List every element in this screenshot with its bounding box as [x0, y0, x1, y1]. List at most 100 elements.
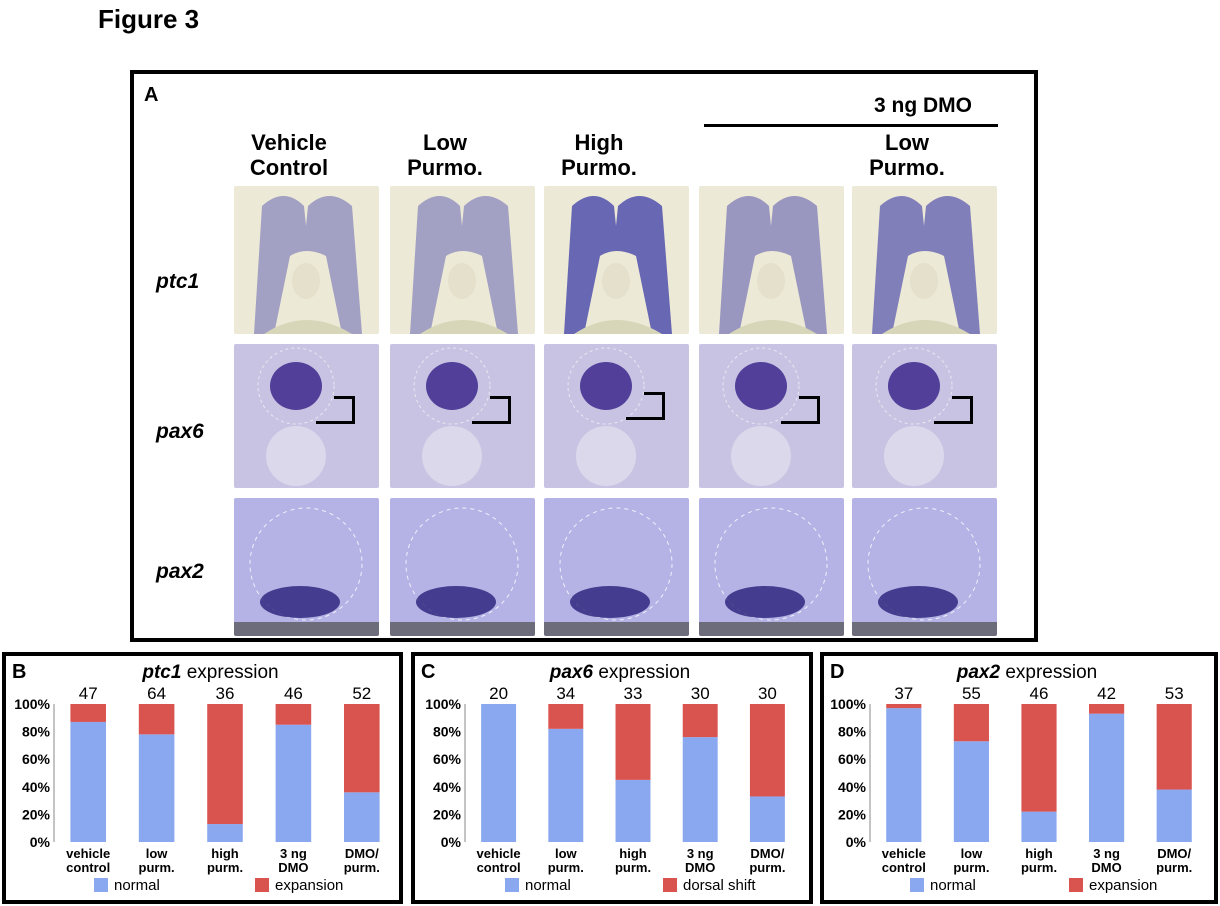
x-tick-label: purm.	[749, 860, 785, 875]
bar-segment	[275, 704, 312, 725]
bar-segment	[615, 704, 651, 780]
bar-segment	[1021, 704, 1057, 812]
bracket-marker	[472, 396, 511, 424]
count-label: 30	[691, 684, 710, 703]
x-tick-label: control	[66, 860, 110, 875]
bar-segment	[275, 724, 312, 842]
y-tick-label: 20%	[838, 806, 867, 822]
count-label: 52	[352, 684, 371, 703]
bar-segment	[207, 824, 243, 842]
column-header-vehicle: Vehicle Control	[249, 130, 329, 180]
bar-segment	[138, 734, 175, 842]
bar-segment	[682, 737, 718, 842]
count-label: 30	[758, 684, 777, 703]
x-tick-label: vehicle	[882, 846, 926, 861]
x-tick-label: DMO	[1091, 860, 1121, 875]
pax2-micrograph	[234, 498, 379, 636]
y-tick-label: 60%	[838, 751, 867, 767]
bar-segment	[886, 704, 922, 709]
bracket-marker	[626, 392, 665, 420]
count-label: 34	[556, 684, 575, 703]
legend-swatch	[910, 878, 924, 892]
ptc1-micrograph	[390, 186, 535, 334]
bar-segment	[70, 704, 106, 722]
chart-title: pax6 expression	[549, 662, 690, 683]
bar-segment	[1089, 704, 1125, 714]
y-tick-label: 60%	[22, 751, 51, 767]
x-tick-label: DMO/	[345, 846, 379, 861]
column-header-low: Low Purmo.	[407, 130, 483, 180]
x-tick-label: purm.	[1156, 860, 1192, 875]
count-label: 33	[624, 684, 643, 703]
column-header-high: High Purmo.	[561, 130, 637, 180]
ptc1-micrograph	[234, 186, 379, 334]
x-tick-label: high	[1025, 846, 1052, 861]
y-tick-label: 80%	[22, 724, 51, 740]
x-tick-label: control	[882, 860, 926, 875]
x-tick-label: DMO/	[750, 846, 784, 861]
count-label: 37	[894, 684, 913, 703]
count-label: 47	[79, 684, 98, 703]
x-tick-label: high	[619, 846, 646, 861]
column-header-dmo-low: Low Purmo.	[869, 130, 945, 180]
dmo-group-line	[704, 124, 998, 127]
pax2-micrograph	[852, 498, 997, 636]
bar-segment	[1089, 713, 1125, 842]
y-tick-label: 100%	[14, 696, 50, 712]
pax6-micrograph	[852, 344, 997, 488]
row-label-ptc1: ptc1	[156, 270, 200, 293]
legend-label: normal	[525, 877, 571, 894]
panel-letter-a: A	[144, 84, 159, 106]
x-tick-label: DMO/	[1157, 846, 1191, 861]
x-tick-label: high	[211, 846, 238, 861]
chart-title: pax2 expression	[956, 662, 1097, 683]
x-tick-label: vehicle	[66, 846, 110, 861]
count-label: 20	[489, 684, 508, 703]
pax6-micrograph	[544, 344, 689, 488]
legend-label: normal	[930, 877, 976, 894]
panel-a: A 3 ng DMO Vehicle Control Low Purmo. High…	[130, 70, 1038, 642]
legend-label: expansion	[275, 877, 343, 894]
legend-swatch	[1069, 878, 1083, 892]
pax6-micrograph	[699, 344, 844, 488]
y-tick-label: 40%	[433, 779, 462, 795]
pax6-micrograph	[390, 344, 535, 488]
legend-swatch	[255, 878, 269, 892]
y-tick-label: 100%	[425, 696, 461, 712]
pax2-micrograph	[390, 498, 535, 636]
legend-swatch	[663, 878, 677, 892]
dmo-group-label: 3 ng DMO	[874, 94, 972, 117]
x-tick-label: low	[555, 846, 578, 861]
bar-segment	[886, 708, 922, 842]
x-tick-label: control	[477, 860, 521, 875]
legend-label: dorsal shift	[683, 877, 756, 894]
x-tick-label: purm.	[615, 860, 651, 875]
pax2-micrograph	[544, 498, 689, 636]
count-label: 46	[1030, 684, 1049, 703]
panel-letter: C	[421, 661, 435, 683]
x-tick-label: DMO	[685, 860, 715, 875]
count-label: 36	[216, 684, 235, 703]
y-tick-label: 100%	[830, 696, 866, 712]
y-tick-label: 20%	[433, 806, 462, 822]
count-label: 46	[284, 684, 303, 703]
bar-segment	[548, 704, 584, 729]
count-label: 64	[147, 684, 166, 703]
panel-letter: B	[12, 661, 26, 683]
panel-letter: D	[830, 661, 844, 683]
y-tick-label: 80%	[433, 724, 462, 740]
legend-label: expansion	[1089, 877, 1157, 894]
x-tick-label: purm.	[1021, 860, 1057, 875]
bracket-marker	[781, 396, 820, 424]
ptc1-micrograph	[544, 186, 689, 334]
bar-segment	[138, 704, 175, 735]
ptc1-micrograph	[852, 186, 997, 334]
count-label: 42	[1097, 684, 1116, 703]
x-tick-label: 3 ng	[687, 846, 714, 861]
bar-segment	[344, 704, 380, 793]
